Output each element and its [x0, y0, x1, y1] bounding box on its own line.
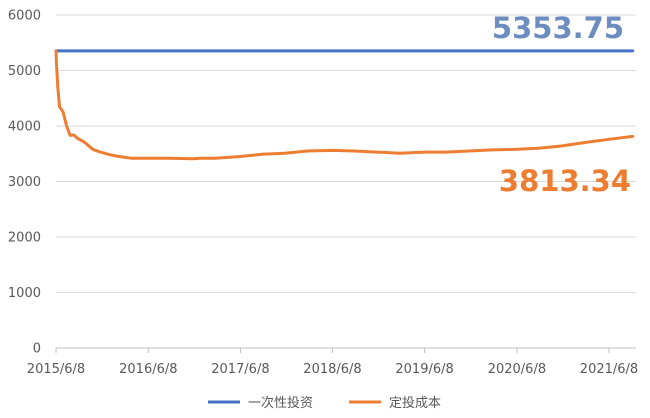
series-end-value-label: 3813.34 — [499, 164, 631, 198]
y-tick-label: 5000 — [8, 64, 41, 79]
value-labels: 5353.75 3813.34 — [492, 11, 631, 198]
y-tick-label: 6000 — [8, 9, 41, 24]
series-line-2 — [54, 49, 635, 161]
x-tick-label: 2020/6/8 — [488, 362, 546, 377]
x-tick-label: 2015/6/8 — [27, 362, 85, 377]
x-tick-label: 2021/6/8 — [580, 362, 638, 377]
axes: 0 1000 2000 3000 4000 5000 6000 2015/6/8 2016/6/… — [8, 9, 638, 378]
x-tick-label: 2017/6/8 — [211, 362, 269, 377]
y-tick-label: 1000 — [8, 286, 41, 301]
x-tick-label: 2018/6/8 — [303, 362, 361, 377]
y-tick-label: 0 — [33, 342, 41, 357]
x-tick-label: 2019/6/8 — [395, 362, 453, 377]
legend-label: 一次性投资 — [248, 395, 313, 411]
x-tick-label: 2016/6/8 — [119, 362, 177, 377]
gridlines — [56, 14, 636, 293]
y-tick-label: 3000 — [8, 175, 41, 190]
y-tick-label: 4000 — [8, 120, 41, 135]
series-end-value-label: 5353.75 — [492, 11, 624, 45]
series-lines — [54, 49, 635, 161]
legend: 一次性投资 定投成本 — [208, 395, 441, 411]
legend-label: 定投成本 — [389, 395, 441, 411]
y-tick-label: 2000 — [8, 231, 41, 246]
